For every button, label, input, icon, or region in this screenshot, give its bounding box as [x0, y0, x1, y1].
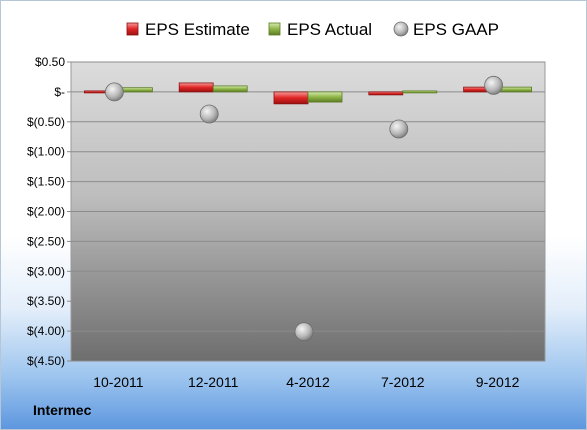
- y-tick-label: $(2.00): [27, 205, 65, 219]
- gaap-points: [105, 75, 504, 342]
- x-axis: 10-2011 12-2011 4-2012 7-2012 9-2012: [93, 374, 519, 390]
- y-tick-label: $-: [54, 85, 65, 99]
- y-tick-label: $(2.50): [27, 234, 65, 248]
- legend: EPS Estimate EPS Actual EPS GAAP: [126, 20, 499, 39]
- x-tick-label: 10-2011: [93, 374, 144, 390]
- gaap-point: [199, 104, 219, 124]
- x-tick-label: 12-2011: [188, 374, 239, 390]
- actual-bar: [402, 90, 438, 94]
- y-tick-label: $(1.50): [27, 175, 65, 189]
- actual-bar: [212, 85, 248, 93]
- gaap-point: [389, 119, 409, 139]
- y-tick-label: $(3.50): [27, 294, 65, 308]
- x-tick-label: 4-2012: [286, 374, 330, 390]
- y-tick-label: $(3.00): [27, 264, 65, 278]
- legend-swatch-actual: [268, 22, 281, 36]
- actual-bar: [307, 91, 343, 103]
- x-tick-label: 7-2012: [381, 374, 425, 390]
- estimate-bar: [178, 82, 214, 93]
- estimate-bar: [368, 91, 404, 96]
- legend-label: EPS Actual: [287, 20, 372, 39]
- gaap-point: [484, 75, 504, 95]
- bars: [84, 82, 533, 105]
- gaap-point: [294, 322, 314, 342]
- actual-bar: [497, 86, 533, 93]
- company-name: Intermec: [33, 402, 92, 418]
- y-tick-label: $(0.50): [27, 115, 65, 129]
- y-tick-label: $(4.00): [27, 324, 65, 338]
- estimate-bar: [273, 91, 309, 105]
- legend-label: EPS GAAP: [413, 20, 499, 39]
- legend-swatch-gaap: [393, 21, 409, 37]
- y-axis: $0.50 $- $(0.50) $(1.00) $(1.50) $(2.00) $(2.5…: [27, 55, 71, 368]
- legend-swatch-estimate: [126, 22, 139, 36]
- y-tick-label: $(4.50): [27, 354, 65, 368]
- y-tick-label: $(1.00): [27, 145, 65, 159]
- legend-label: EPS Estimate: [145, 20, 250, 39]
- x-tick-label: 9-2012: [476, 374, 520, 390]
- y-tick-label: $0.50: [35, 55, 65, 69]
- gaap-point: [105, 82, 124, 102]
